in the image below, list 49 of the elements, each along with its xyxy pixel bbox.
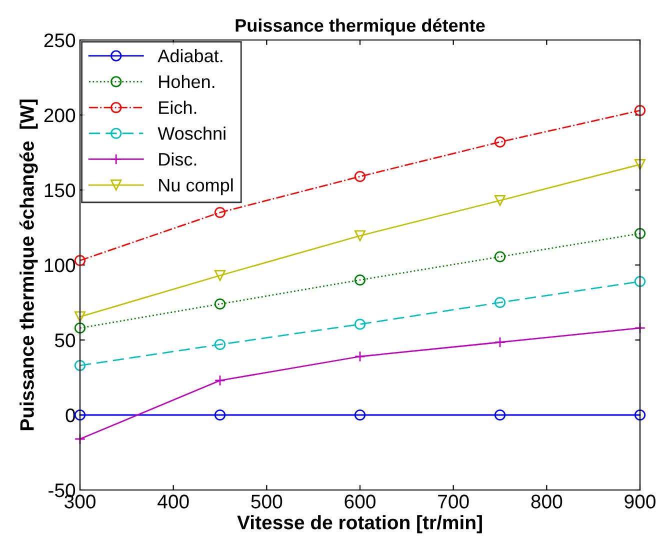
point bbox=[494, 409, 506, 421]
point bbox=[634, 104, 646, 116]
point bbox=[634, 158, 646, 170]
point bbox=[214, 206, 226, 218]
y-tick-label: 200 bbox=[44, 108, 76, 122]
point bbox=[494, 251, 506, 262]
point bbox=[354, 318, 366, 330]
point bbox=[494, 336, 506, 348]
point bbox=[354, 274, 366, 286]
point bbox=[74, 322, 86, 334]
legend-label: Disc. bbox=[159, 152, 196, 166]
y-tick-label: 100 bbox=[44, 258, 76, 272]
x-tick-label: 900 bbox=[624, 494, 656, 508]
point bbox=[634, 228, 646, 240]
y-tick-label: 250 bbox=[44, 33, 76, 48]
legend-label: Adiabat. bbox=[158, 49, 222, 62]
point bbox=[354, 350, 366, 362]
point bbox=[214, 409, 226, 421]
y-axis-title: Puissance thermique échangée [W] bbox=[19, 100, 38, 430]
point bbox=[354, 409, 366, 421]
y-tick-label: 150 bbox=[44, 183, 76, 198]
point bbox=[634, 409, 646, 421]
point bbox=[74, 311, 86, 322]
point bbox=[354, 170, 366, 182]
y-tick-label: 0 bbox=[66, 408, 76, 422]
point bbox=[214, 270, 226, 282]
legend-label: Woschni bbox=[158, 126, 226, 140]
y-tick-label: 50 bbox=[54, 333, 76, 348]
x-axis-title: Vitesse de rotation [tr/min] bbox=[237, 515, 482, 534]
x-tick-label: 700 bbox=[438, 494, 469, 508]
legend-label: Nu compl bbox=[159, 178, 233, 196]
point bbox=[74, 360, 86, 372]
point bbox=[214, 374, 226, 386]
x-tick-label: 500 bbox=[251, 494, 282, 508]
x-tick-label: 400 bbox=[158, 494, 189, 508]
point bbox=[354, 230, 366, 242]
point bbox=[494, 136, 506, 148]
point bbox=[74, 254, 86, 266]
x-tick-label: 600 bbox=[344, 494, 376, 508]
point bbox=[494, 296, 506, 308]
legend-label: Hohen. bbox=[159, 74, 214, 88]
chart-title: Puissance thermique détente bbox=[236, 18, 485, 36]
point bbox=[214, 338, 226, 350]
legend-label: Eich. bbox=[159, 100, 196, 114]
point bbox=[634, 276, 646, 288]
point bbox=[74, 409, 86, 421]
x-tick-label: 800 bbox=[531, 494, 562, 508]
point bbox=[214, 298, 226, 310]
point bbox=[494, 194, 506, 206]
